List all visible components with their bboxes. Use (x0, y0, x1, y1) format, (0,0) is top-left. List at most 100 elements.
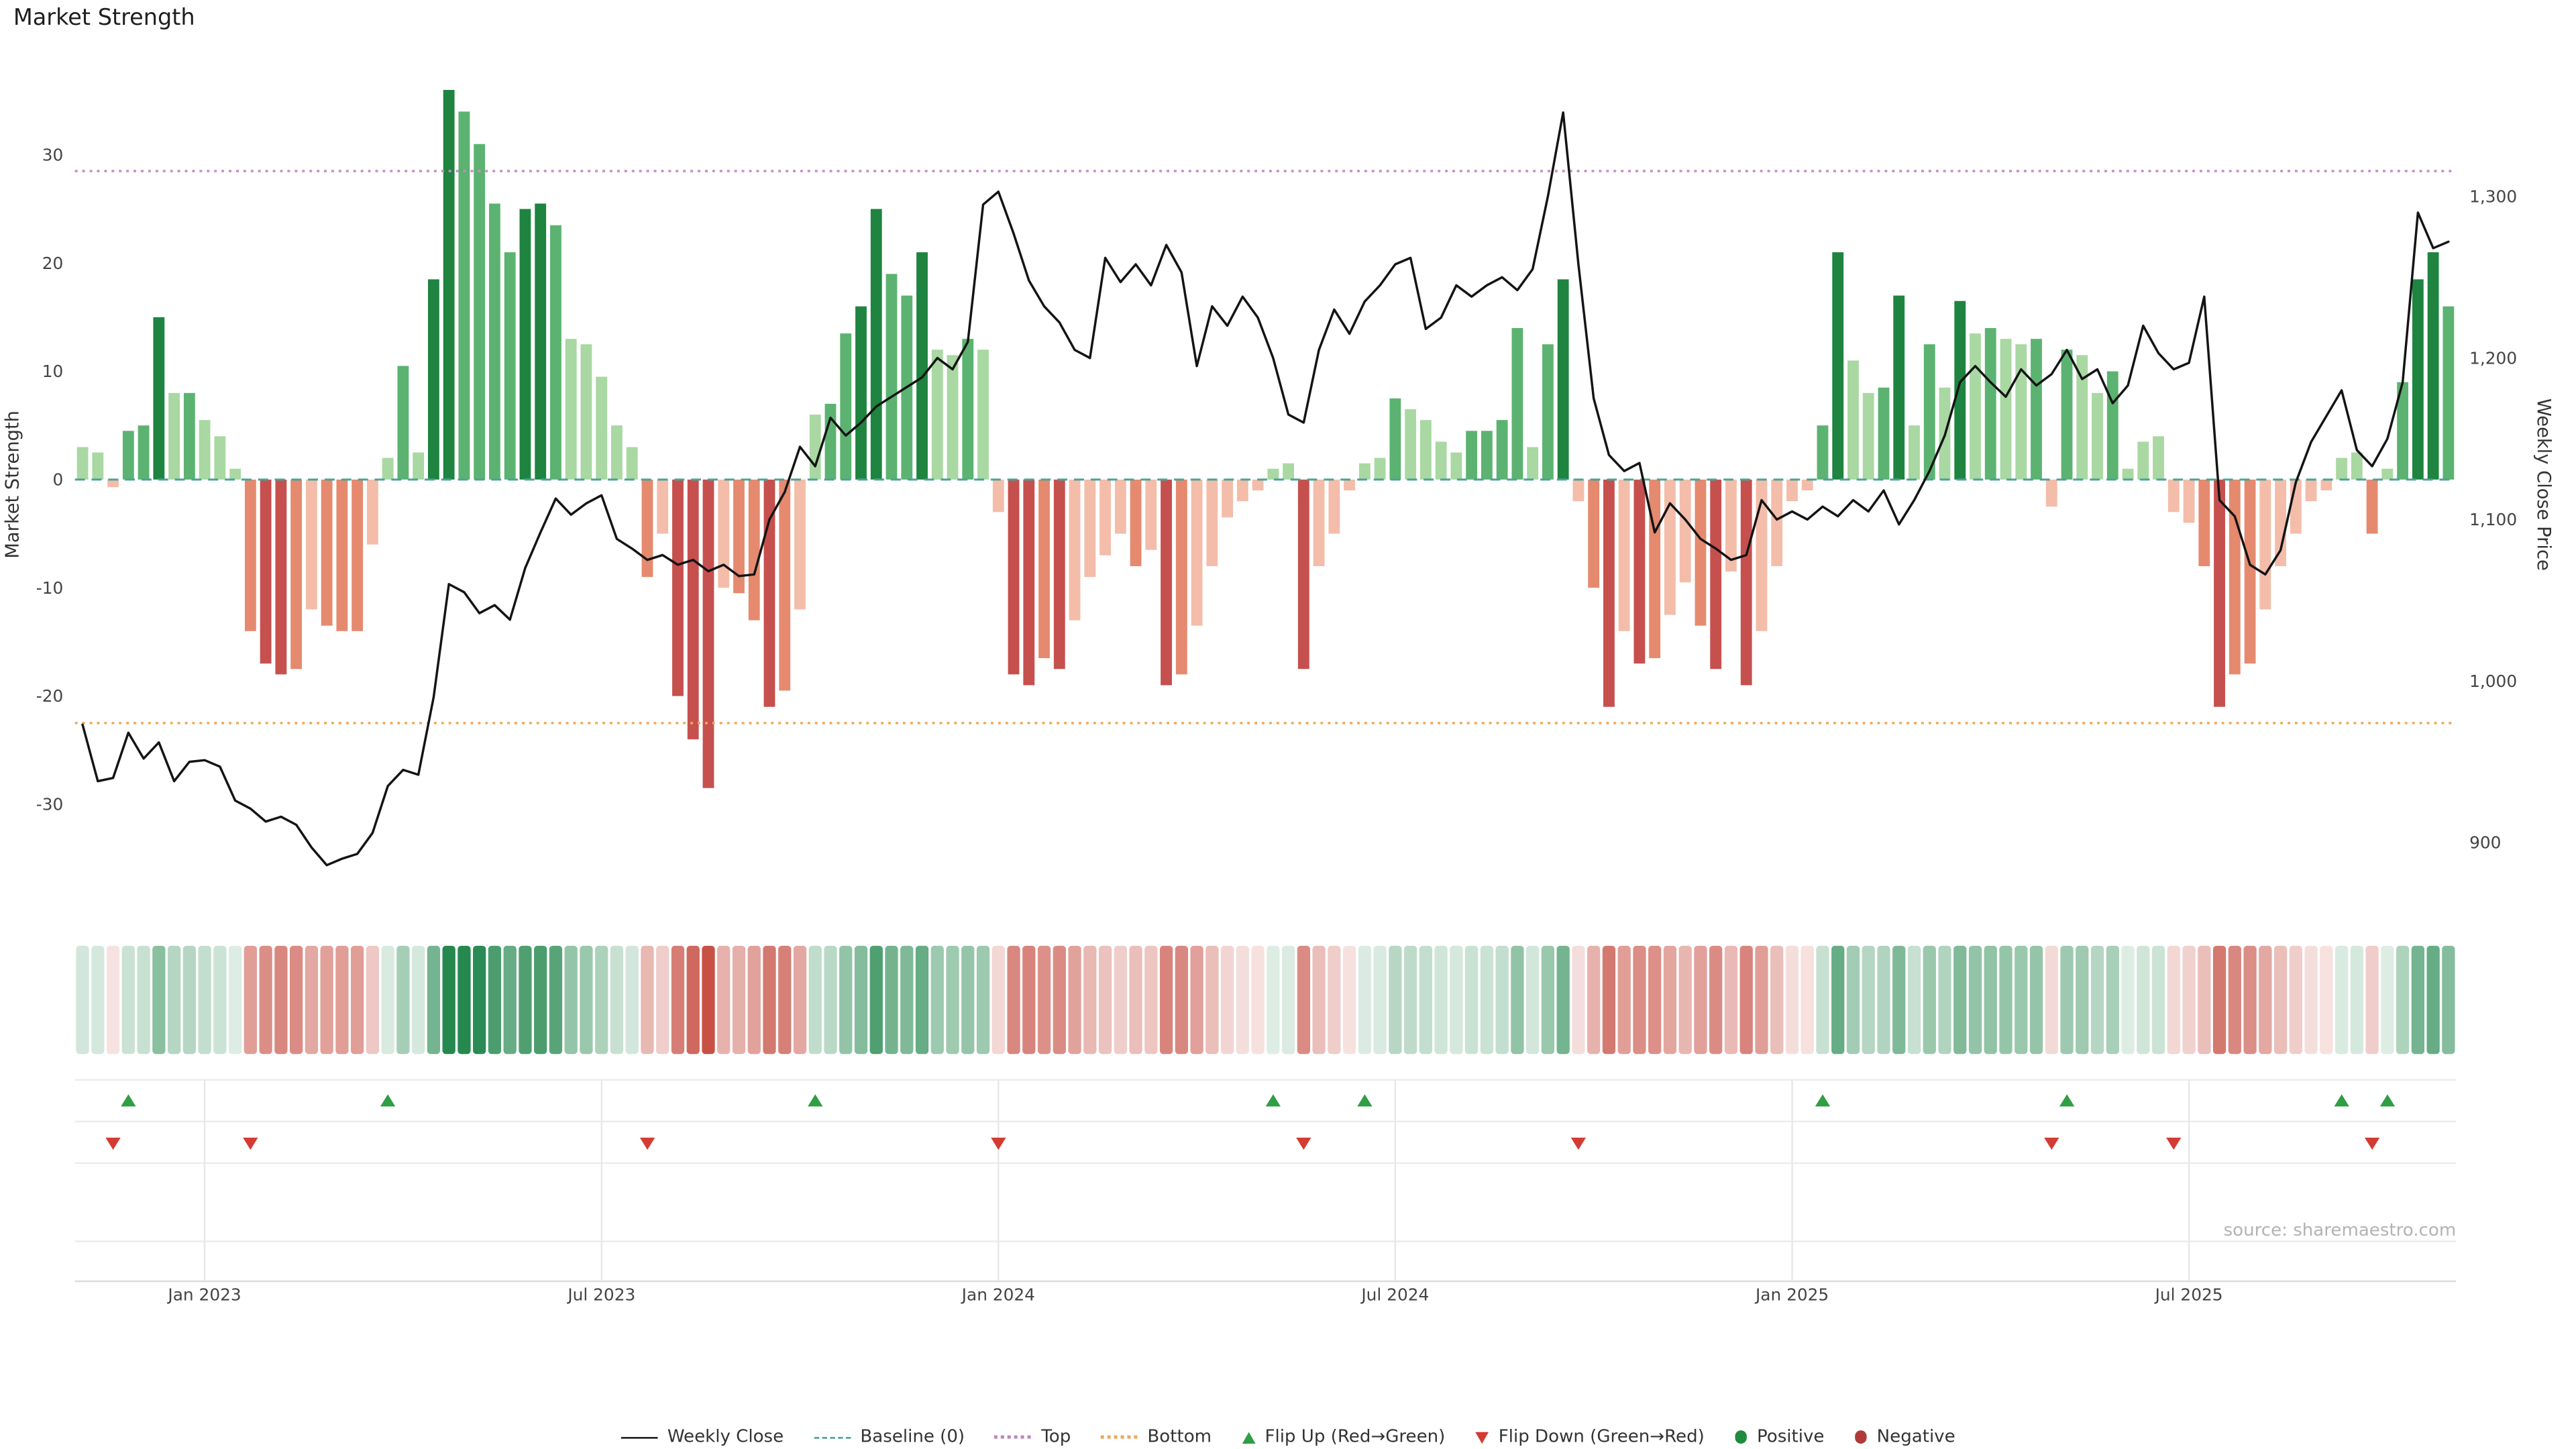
flip-down-icon (243, 1137, 258, 1150)
heatmap-cell (76, 945, 89, 1055)
heatmap-cell (213, 945, 227, 1055)
heatmap-cell (458, 945, 471, 1055)
strength-bar (1358, 463, 1371, 480)
x-tick-label: Jul 2024 (1360, 1285, 1429, 1305)
strength-bar (199, 420, 211, 480)
strength-bar (580, 344, 592, 480)
strength-bar (1466, 431, 1478, 480)
heatmap-cell (1342, 945, 1356, 1055)
strength-bar (1970, 333, 1981, 480)
heatmap-cell (244, 945, 258, 1055)
heatmap-cell (1144, 945, 1158, 1055)
heatmap-cell (793, 945, 807, 1055)
x-tick-label: Jul 2025 (2154, 1285, 2223, 1305)
dashed-line-swatch-icon (813, 1436, 851, 1438)
heatmap-cell (198, 945, 211, 1055)
heatmap-cell (2320, 945, 2333, 1055)
strength-bar (931, 350, 943, 480)
flip-down-icon (1296, 1137, 1311, 1150)
strength-bar (565, 339, 577, 480)
flip-down-icon (1570, 1137, 1587, 1150)
strength-bar (657, 479, 669, 534)
heatmap-cell (656, 945, 669, 1055)
heatmap-cell (610, 945, 624, 1055)
reference-lines (74, 170, 2457, 724)
strength-bar (1283, 463, 1295, 480)
strength-bar (1191, 479, 1203, 626)
strength-bar (611, 425, 623, 480)
heatmap-cell (885, 945, 898, 1055)
strength-bar (2336, 458, 2348, 480)
strength-bar (1618, 479, 1630, 631)
heatmap-cell (182, 945, 197, 1055)
strength-bar (2351, 452, 2363, 480)
flip-up-icon (380, 1094, 396, 1107)
heatmap-cell (1923, 945, 1936, 1055)
heatmap-cell (1572, 945, 1585, 1055)
dotted-line-swatch-icon (994, 1435, 1032, 1439)
strength-bar (1038, 479, 1050, 659)
heatmap-cell (1037, 945, 1051, 1055)
heatmap-cell (961, 945, 975, 1055)
heatmap-cell (1465, 945, 1479, 1055)
heatmap-cell (1587, 945, 1601, 1055)
strength-bar (1679, 479, 1691, 583)
heatmap-cell (350, 945, 364, 1055)
heatmap-cell (1999, 945, 2012, 1055)
strength-bar (1099, 479, 1111, 555)
flip-down-icon (2044, 1137, 2059, 1150)
strength-bar (535, 203, 547, 480)
legend-item-bottom: Bottom (1100, 1427, 1212, 1447)
heatmap-cell (320, 945, 333, 1055)
flip-up-icon (1357, 1094, 1373, 1107)
strength-bar (168, 392, 180, 480)
strength-bar (2183, 479, 2195, 523)
strength-bar (107, 479, 119, 488)
strength-bar (2153, 436, 2164, 480)
strength-bar (2198, 479, 2210, 566)
strength-bar (1222, 479, 1233, 518)
flip-up-icon (808, 1094, 823, 1107)
heatmap-cell (2167, 945, 2180, 1055)
heatmap-cell (1785, 945, 1799, 1055)
heatmap-cell (625, 945, 639, 1055)
heatmap-cell (91, 945, 105, 1055)
strength-bar (1069, 479, 1081, 621)
strength-bar (992, 479, 1004, 513)
strength-bar (2305, 479, 2317, 502)
strength-bar (1236, 479, 1248, 502)
strength-bar (1893, 295, 1905, 480)
flip-down-icon (2364, 1137, 2380, 1150)
strength-bar (138, 425, 150, 480)
heatmap-cell (717, 945, 731, 1055)
heatmap-cell (854, 945, 868, 1055)
strength-bar (1405, 409, 1417, 480)
heatmap-cell (2304, 945, 2318, 1055)
heatmap-cell (1816, 945, 1829, 1055)
panel-gridlines (74, 1079, 2457, 1283)
strength-bar (2015, 344, 2027, 480)
strength-bar (1145, 479, 1157, 550)
strength-bar (2106, 371, 2118, 480)
strength-bar (260, 479, 272, 664)
heatmap-cell (1938, 945, 1951, 1055)
strength-bar (229, 468, 241, 480)
heatmap-cell (1251, 945, 1265, 1055)
heatmap-cell (1053, 945, 1066, 1055)
strength-bar (397, 366, 409, 480)
heatmap-cell (1739, 945, 1753, 1055)
flip-down-icon (105, 1137, 121, 1150)
strength-bar (855, 306, 867, 480)
heatmap-cell (137, 945, 150, 1055)
strength-bar (2214, 479, 2225, 707)
strength-bar (733, 479, 745, 594)
heatmap-cell (1846, 945, 1860, 1055)
legend-item-flip-up-red-green: Flip Up (Red→Green) (1241, 1427, 1445, 1447)
right-tick-label: 1,300 (2469, 187, 2517, 207)
heatmap-cell (1633, 945, 1646, 1055)
heatmap-cell (946, 945, 959, 1055)
strength-bar (1297, 479, 1309, 669)
heatmap-cell (274, 945, 288, 1055)
heatmap-cell (381, 945, 394, 1055)
